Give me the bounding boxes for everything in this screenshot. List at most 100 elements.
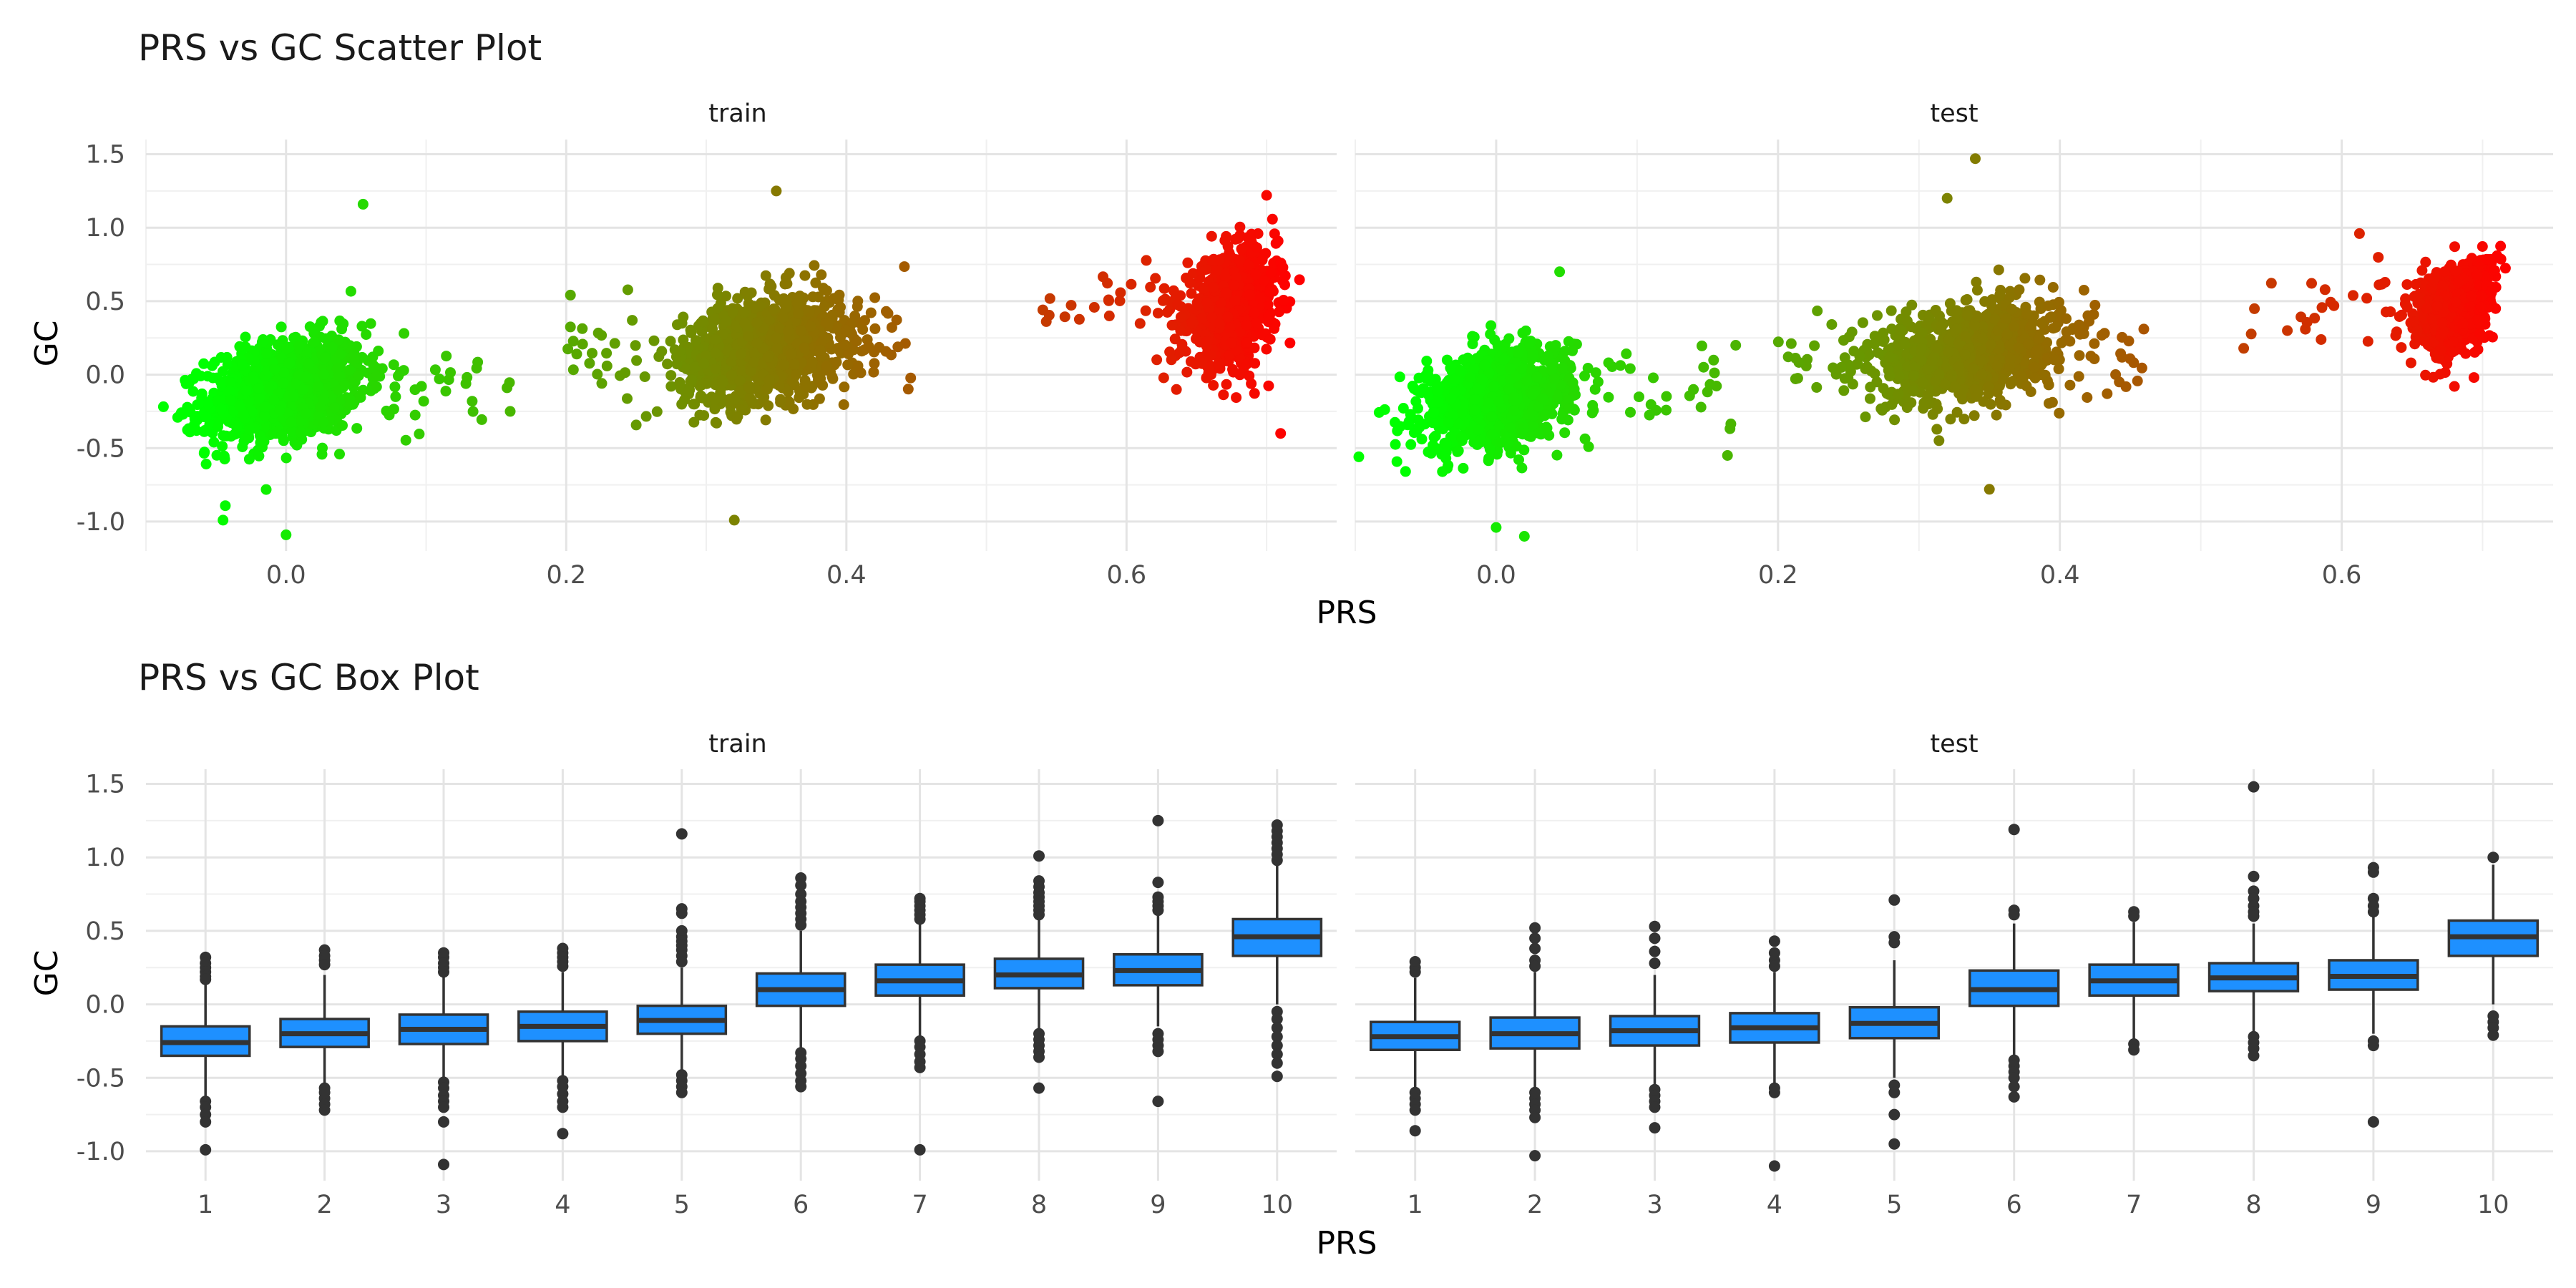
scatter-point (1267, 213, 1278, 225)
scatter-point (1857, 317, 1868, 328)
scatter-point (297, 384, 308, 395)
scatter-point (674, 377, 686, 388)
scatter-point (261, 348, 273, 359)
scatter-point (1465, 372, 1476, 384)
scatter-point (1968, 410, 1980, 421)
scatter-point (1563, 336, 1574, 347)
scatter-point (315, 401, 326, 413)
scatter-point (1583, 441, 1594, 452)
scatter-point (839, 381, 850, 393)
scatter-point (1533, 427, 1544, 439)
scatter-point (760, 270, 771, 281)
scatter-point (259, 421, 270, 433)
scatter-point (819, 301, 830, 312)
scatter-point (1531, 371, 1543, 383)
scatter-point (260, 484, 272, 495)
scatter-point (259, 401, 270, 413)
scatter-point (1040, 316, 1052, 327)
scatter-point (157, 401, 169, 412)
scatter-point (277, 335, 288, 346)
scatter-point (200, 411, 212, 423)
scatter-point (213, 421, 223, 432)
scatter-point (801, 399, 813, 410)
scatter-point (1548, 373, 1560, 384)
scatter-point (288, 391, 299, 402)
scatter-point (780, 296, 791, 308)
scatter-y-tick: -0.5 (77, 434, 125, 463)
scatter-point (1473, 424, 1484, 436)
scatter-point (781, 278, 793, 289)
scatter-point (409, 409, 421, 421)
scatter-point (1255, 292, 1266, 303)
scatter-point (1294, 274, 1305, 286)
scatter-point (336, 323, 348, 335)
scatter-point (1483, 397, 1494, 409)
scatter-point (238, 409, 249, 420)
scatter-point (771, 185, 782, 197)
scatter-point (1634, 391, 1644, 403)
scatter-y-tick: 1.5 (85, 141, 125, 170)
scatter-point (237, 441, 248, 452)
scatter-point (295, 426, 306, 438)
scatter-point (1469, 394, 1480, 406)
scatter-point (1486, 411, 1498, 422)
scatter-point (1168, 285, 1179, 296)
scatter-point (441, 351, 452, 362)
scatter-point (786, 348, 797, 360)
scatter-point (1201, 297, 1213, 308)
scatter-point (191, 414, 203, 426)
scatter-point (1644, 409, 1655, 421)
scatter-point (1625, 406, 1636, 418)
scatter-point (1394, 371, 1405, 383)
scatter-point (1277, 262, 1289, 273)
scatter-point (1214, 318, 1225, 329)
scatter-point (1221, 379, 1232, 390)
scatter-point (1261, 343, 1272, 355)
scatter-point (388, 359, 399, 371)
scatter-point (1420, 370, 1432, 381)
scatter-point (789, 358, 800, 370)
scatter-point (630, 340, 641, 351)
scatter-strip-test: test (1930, 99, 1978, 128)
scatter-point (1443, 416, 1454, 428)
scatter-point (665, 370, 677, 381)
scatter-point (247, 374, 258, 385)
scatter-point (472, 356, 484, 368)
scatter-point (218, 450, 230, 462)
scatter-point (1865, 393, 1875, 404)
scatter-x-tick: 0.0 (266, 561, 306, 590)
scatter-point (393, 370, 404, 381)
scatter-point (1543, 350, 1554, 361)
scatter-point (810, 277, 821, 288)
scatter-y-tick: 0.5 (85, 288, 125, 316)
scatter-point (1220, 271, 1231, 283)
scatter-point (258, 436, 270, 447)
scatter-point (1252, 242, 1262, 253)
scatter-x-tick: 0.2 (1758, 561, 1798, 590)
scatter-point (333, 334, 344, 346)
scatter-point (1559, 427, 1571, 439)
scatter-point (1624, 363, 1636, 374)
scatter-point (278, 435, 289, 447)
scatter-point (429, 364, 441, 376)
scatter-point (743, 331, 754, 342)
scatter-point (467, 396, 478, 407)
scatter-point (217, 441, 228, 452)
scatter-point (1251, 317, 1262, 328)
scatter-point (288, 332, 300, 343)
scatter-point (1212, 358, 1224, 369)
scatter-point (809, 260, 820, 271)
scatter-point (799, 375, 811, 386)
scatter-point (1445, 393, 1457, 404)
scatter-point (335, 348, 346, 360)
scatter-point (1241, 320, 1252, 331)
scatter-point (1379, 404, 1390, 415)
scatter-x-tick: 0.6 (2322, 561, 2362, 590)
scatter-point (762, 351, 774, 363)
scatter-point (1197, 313, 1209, 324)
scatter-y-tick: -1.0 (77, 508, 125, 537)
scatter-point (184, 426, 195, 438)
scatter-point (1527, 389, 1538, 399)
scatter-point (751, 338, 763, 348)
scatter-point (1433, 396, 1444, 408)
